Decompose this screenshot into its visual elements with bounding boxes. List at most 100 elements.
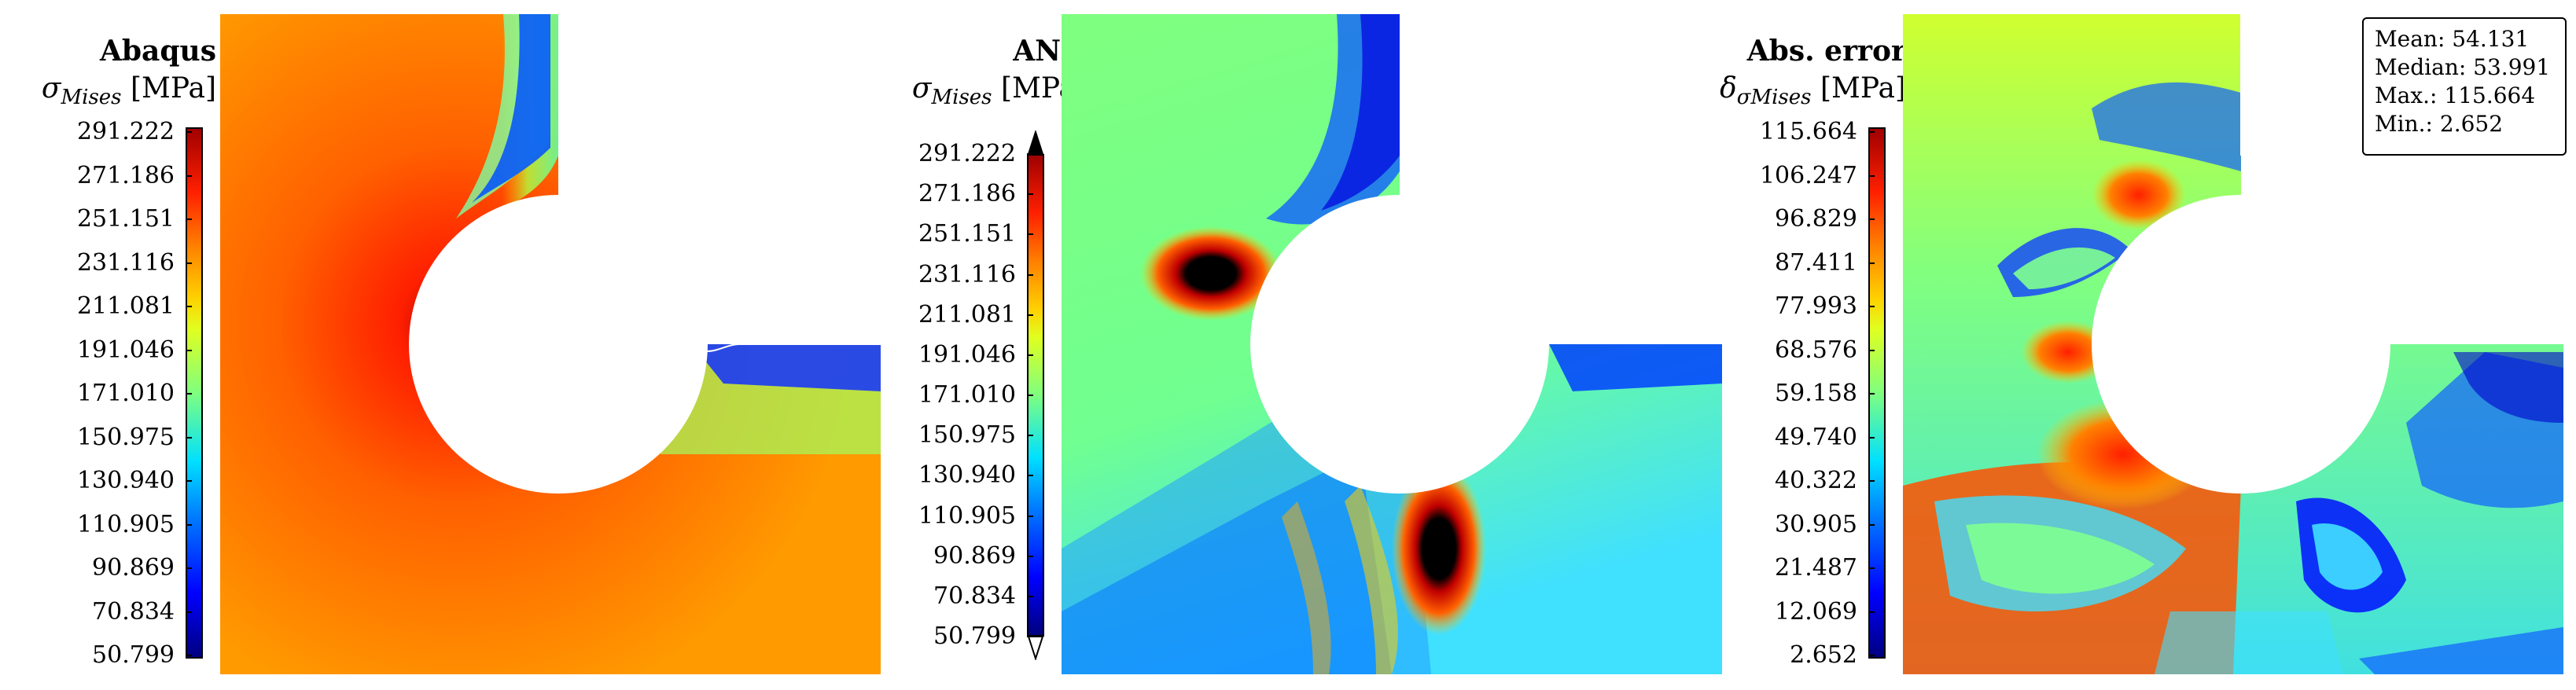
colorbar-tick-label: 2.652 — [1790, 641, 1857, 669]
colorbar-tick-label: 171.010 — [918, 381, 1016, 409]
colorbar-tick-label: 211.081 — [918, 300, 1016, 328]
panel-ann: ANN σMises [MPa] — [841, 0, 1722, 690]
colorbar-tick-mark — [1027, 193, 1033, 196]
colorbar-tick-label: 70.834 — [933, 582, 1016, 610]
quantity-symbol: σ — [41, 72, 61, 105]
colorbar-overflow-top-icon — [1027, 130, 1044, 155]
colorbar-tick-mark — [1027, 354, 1033, 356]
colorbar-tick-mark — [1027, 636, 1033, 637]
colorbar-tick-mark — [186, 218, 192, 220]
colorbar-tick-mark — [1027, 475, 1033, 477]
colorbar-tick-mark — [1027, 273, 1033, 276]
quantity-unit: [MPa] — [130, 72, 216, 105]
colorbar-tick-mark — [186, 480, 192, 482]
colorbar-tick-label: 90.869 — [933, 541, 1016, 570]
colorbar-tick-mark — [186, 567, 192, 569]
panel-title: Abs. error — [1746, 35, 1906, 68]
statistics-box: Mean: 54.131 Median: 53.991 Max.: 115.66… — [2362, 17, 2567, 156]
colorbar-tick-mark — [1868, 393, 1875, 395]
colorbar-tick-label: 130.940 — [76, 467, 175, 494]
stress-field-plot — [1062, 14, 1722, 674]
colorbar-tick-label: 251.151 — [918, 220, 1016, 248]
quantity-label: σMises [MPa] — [912, 72, 1087, 109]
colorbar-tick-label: 271.186 — [918, 180, 1016, 208]
colorbar-tick-mark — [1868, 611, 1875, 613]
colorbar-tick-label: 21.487 — [1775, 554, 1857, 582]
colorbar-tick-label: 115.664 — [1759, 118, 1857, 145]
colorbar-tick-mark — [186, 306, 192, 307]
colorbar-tick-mark — [1027, 153, 1033, 155]
colorbar-tick-mark — [1868, 349, 1875, 351]
colorbar-tick-mark — [1868, 131, 1875, 133]
colorbar-tick-label: 90.869 — [92, 554, 175, 582]
colorbar-tick-label: 150.975 — [918, 421, 1016, 450]
panel-abaqus: Abaqus σMises [MPa] — [0, 0, 881, 690]
colorbar-tick-mark — [1868, 436, 1875, 439]
colorbar-tick-label: 150.975 — [76, 423, 175, 451]
stat-median: Median: 53.991 — [2375, 54, 2551, 80]
colorbar-tick-label: 40.322 — [1775, 467, 1857, 494]
colorbar-tick-mark — [1027, 233, 1033, 236]
quantity-subscript: Mises — [931, 86, 992, 109]
colorbar-tick-label: 130.940 — [918, 461, 1016, 490]
colorbar-tick-mark — [1868, 655, 1875, 656]
colorbar-tick-mark — [186, 174, 192, 177]
colorbar-tick-mark — [186, 393, 192, 395]
colorbar-tick-label: 70.834 — [92, 597, 175, 626]
colorbar-tick-label: 110.905 — [76, 510, 175, 538]
colorbar-tick-mark — [1868, 523, 1875, 526]
colorbar-tick-label: 231.116 — [918, 260, 1016, 288]
colorbar-tick-label: 231.116 — [76, 248, 175, 277]
quantity-unit: [MPa] — [1820, 72, 1906, 105]
colorbar-tick-mark — [186, 655, 192, 656]
colorbar-tick-label: 87.411 — [1775, 248, 1857, 277]
colorbar-tick-mark — [186, 523, 192, 526]
colorbar-tick-label: 251.151 — [76, 205, 175, 233]
colorbar-tick-mark — [1868, 480, 1875, 482]
colorbar-tick-mark — [186, 436, 192, 439]
colorbar-tick-mark — [1027, 555, 1033, 557]
colorbar-tick-label: 50.799 — [933, 622, 1016, 650]
colorbar-tick-label: 30.905 — [1775, 510, 1857, 538]
quantity-label: σMises [MPa] — [42, 72, 216, 109]
colorbar-tick-mark — [1027, 395, 1033, 396]
colorbar-tick-label: 49.740 — [1775, 423, 1857, 451]
colorbar-tick-label: 68.576 — [1775, 336, 1857, 364]
colorbar-tick-label: 291.222 — [918, 140, 1016, 167]
colorbar-tick-label: 271.186 — [76, 161, 175, 189]
colorbar-tick-mark — [186, 131, 192, 133]
stat-max: Max.: 115.664 — [2375, 83, 2536, 108]
colorbar-tick-mark — [1868, 174, 1875, 177]
colorbar-tick-mark — [186, 262, 192, 264]
panel-title: Abaqus — [99, 35, 216, 68]
stat-min: Min.: 2.652 — [2375, 111, 2504, 137]
colorbar-tick-label: 106.247 — [1759, 161, 1857, 189]
colorbar-tick-label: 59.158 — [1775, 380, 1857, 407]
colorbar-tick-label: 191.046 — [918, 340, 1016, 369]
colorbar-tick-mark — [1027, 595, 1033, 597]
colorbar-tick-mark — [1027, 515, 1033, 517]
colorbar-tick-mark — [186, 611, 192, 613]
colorbar-tick-label: 50.799 — [92, 641, 175, 669]
colorbar-tick-label: 110.905 — [918, 501, 1016, 530]
colorbar-tick-label: 171.010 — [76, 380, 175, 407]
quantity-symbol: δ — [1720, 72, 1737, 105]
quantity-subscript: Mises — [61, 86, 122, 109]
colorbar-tick-mark — [1868, 262, 1875, 264]
colorbar-tick-mark — [186, 349, 192, 351]
stress-field-plot — [220, 14, 881, 674]
colorbar-tick-mark — [1027, 435, 1033, 437]
quantity-label: δσMises [MPa] — [1720, 72, 1906, 109]
colorbar-tick-mark — [1868, 567, 1875, 569]
colorbar-tick-label: 191.046 — [76, 336, 175, 364]
colorbar-tick-mark — [1868, 306, 1875, 307]
panel-abs-error: Abs. error δσMises [MPa] — [1683, 0, 2576, 690]
stat-mean: Mean: 54.131 — [2375, 26, 2530, 52]
colorbar-tick-label: 291.222 — [76, 118, 175, 145]
colorbar-tick-label: 12.069 — [1775, 597, 1857, 626]
quantity-subscript: σMises — [1736, 86, 1812, 109]
quantity-symbol: σ — [911, 72, 932, 105]
colorbar-tick-label: 211.081 — [76, 292, 175, 320]
colorbar-tick-mark — [1027, 314, 1033, 316]
colorbar-overflow-bottom-icon — [1027, 636, 1044, 660]
